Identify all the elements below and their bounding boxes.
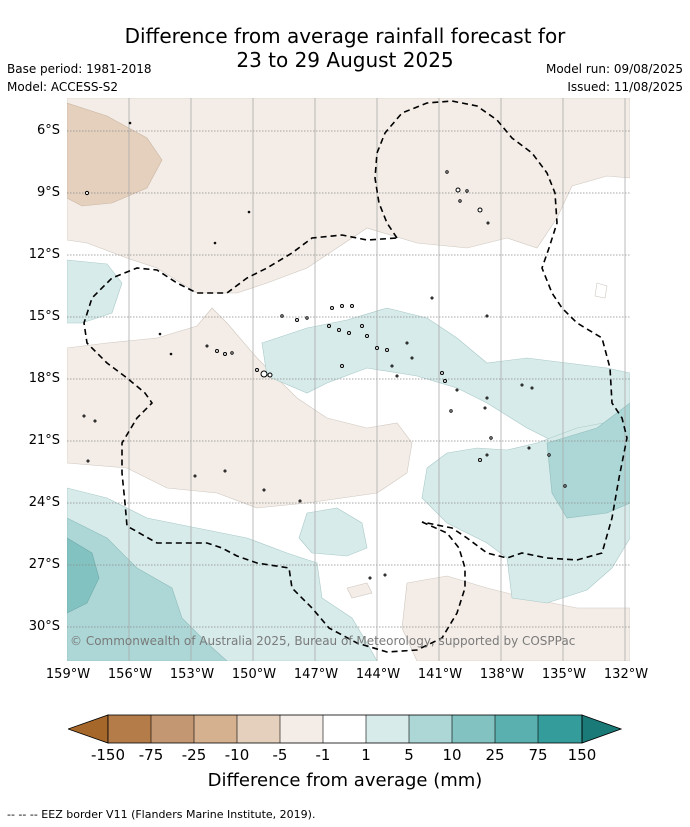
colorbar-bin bbox=[237, 715, 280, 743]
model-name: Model: ACCESS-S2 bbox=[7, 80, 119, 94]
wet-patch-southwest-moderate bbox=[67, 517, 228, 661]
islands bbox=[82, 121, 567, 580]
colorbar-svg bbox=[66, 714, 623, 744]
map-svg bbox=[67, 98, 630, 661]
colorbar-extend-high bbox=[581, 714, 623, 744]
wet-patch-south-central bbox=[298, 507, 368, 557]
lon-label: 150°W bbox=[231, 667, 277, 682]
map-title: Difference from average rainfall forecas… bbox=[0, 24, 690, 72]
colorbar-bin bbox=[108, 715, 151, 743]
colorbar-bin bbox=[452, 715, 495, 743]
rainfall-map bbox=[67, 98, 630, 661]
lat-label: 30°S bbox=[28, 619, 60, 634]
colorbar-bin bbox=[194, 715, 237, 743]
title-line-1: Difference from average rainfall forecas… bbox=[124, 24, 566, 48]
copyright-credit: © Commonwealth of Australia 2025, Bureau… bbox=[70, 634, 576, 648]
lon-label: 138°W bbox=[479, 667, 525, 682]
legend-footer: -- -- -- EEZ border V11 (Flanders Marine… bbox=[7, 808, 316, 821]
colorbar-label: 150 bbox=[567, 746, 597, 764]
dry-patch-east bbox=[594, 282, 608, 299]
wet-region-central bbox=[261, 307, 630, 444]
model-run: Model run: 09/08/2025 bbox=[545, 62, 683, 76]
lon-label: 156°W bbox=[107, 667, 153, 682]
lat-label: 15°S bbox=[28, 309, 60, 324]
dry-patch-northwest bbox=[67, 102, 163, 207]
title-line-2: 23 to 29 August 2025 bbox=[236, 48, 454, 72]
meta-right: Model run: 09/08/2025 Issued: 11/08/2025 bbox=[546, 60, 683, 96]
colorbar-label: 10 bbox=[442, 746, 462, 764]
colorbar-label: -10 bbox=[224, 746, 250, 764]
base-period: Base period: 1981-2018 bbox=[7, 62, 152, 76]
lat-label: 6°S bbox=[36, 123, 60, 138]
colorbar-label: 75 bbox=[528, 746, 548, 764]
lon-label: 144°W bbox=[355, 667, 401, 682]
lat-label: 24°S bbox=[28, 495, 60, 510]
meta-left: Base period: 1981-2018 Model: ACCESS-S2 bbox=[7, 60, 152, 96]
colorbar-extend-low bbox=[66, 714, 109, 744]
colorbar bbox=[66, 714, 623, 748]
colorbar-label: -1 bbox=[315, 746, 331, 764]
colorbar-label: -25 bbox=[181, 746, 207, 764]
colorbar-bin bbox=[538, 715, 582, 743]
colorbar-label: 25 bbox=[485, 746, 505, 764]
colorbar-bin bbox=[366, 715, 409, 743]
lat-label: 9°S bbox=[36, 185, 60, 200]
issued-date: Issued: 11/08/2025 bbox=[567, 80, 683, 94]
colorbar-title: Difference from average (mm) bbox=[207, 770, 483, 791]
lat-label: 12°S bbox=[28, 247, 60, 262]
wet-patch-east-moderate bbox=[546, 402, 630, 519]
dry-region-central bbox=[67, 307, 413, 509]
eez-border bbox=[83, 100, 628, 653]
lon-label: 153°W bbox=[169, 667, 215, 682]
lon-label: 147°W bbox=[293, 667, 339, 682]
colorbar-label: -75 bbox=[138, 746, 164, 764]
colorbar-label: 5 bbox=[404, 746, 414, 764]
lat-label: 21°S bbox=[28, 433, 60, 448]
colorbar-label: -5 bbox=[272, 746, 288, 764]
lon-label: 141°W bbox=[417, 667, 463, 682]
lat-label: 18°S bbox=[28, 371, 60, 386]
wet-patch-southwest-strong bbox=[67, 537, 100, 614]
colorbar-bin bbox=[151, 715, 194, 743]
colorbar-bin bbox=[323, 715, 366, 743]
colorbar-bin bbox=[409, 715, 452, 743]
lat-label: 27°S bbox=[28, 557, 60, 572]
colorbar-bin bbox=[495, 715, 538, 743]
dry-patch-south bbox=[346, 582, 373, 599]
wet-patch-west bbox=[67, 259, 123, 324]
colorbar-label: 1 bbox=[361, 746, 371, 764]
lon-label: 159°W bbox=[45, 667, 91, 682]
dry-region-north bbox=[67, 98, 630, 294]
colorbar-label: -150 bbox=[90, 746, 126, 764]
lon-label: 135°W bbox=[541, 667, 587, 682]
dry-region-southeast bbox=[401, 575, 630, 661]
lon-label: 132°W bbox=[603, 667, 649, 682]
colorbar-bin bbox=[280, 715, 323, 743]
graticule bbox=[67, 98, 630, 661]
